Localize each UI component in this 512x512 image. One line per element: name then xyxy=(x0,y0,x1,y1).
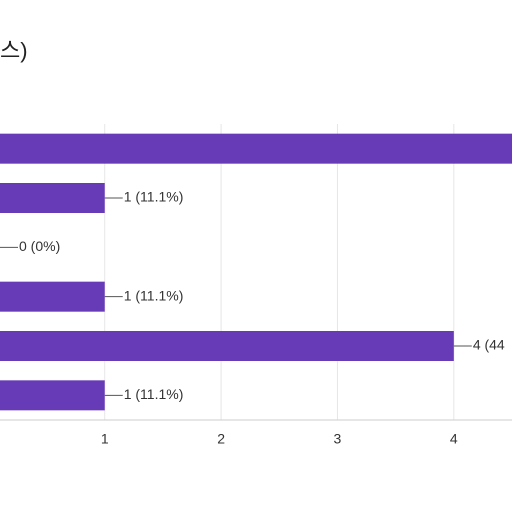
bar xyxy=(0,133,512,164)
bar xyxy=(0,331,454,361)
bar xyxy=(0,183,105,213)
bar xyxy=(0,380,105,411)
x-tick-label: 4 xyxy=(450,431,458,447)
bar xyxy=(0,281,105,312)
value-label: 4 (44 xyxy=(473,337,505,353)
x-tick-label: 2 xyxy=(217,431,225,447)
value-label: 0 (0%) xyxy=(19,238,60,254)
chart-title: 스) xyxy=(0,38,28,63)
value-label: 1 (11.1%) xyxy=(124,189,184,205)
x-tick-label: 3 xyxy=(334,431,342,447)
value-label: 1 (11.1%) xyxy=(124,287,184,303)
x-tick-label: 1 xyxy=(101,431,109,447)
value-label: 1 (11.1%) xyxy=(124,386,184,402)
